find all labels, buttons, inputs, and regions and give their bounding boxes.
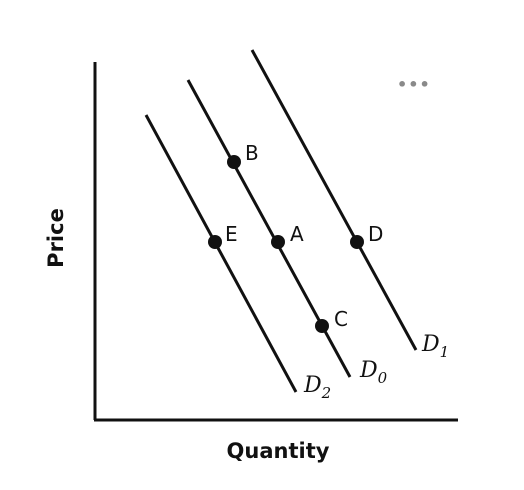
curve-subscript-d2: 2 [321,384,332,402]
curve-subscript-d1: 1 [440,343,450,361]
demand-curve-d1 [250,49,418,351]
demand-curve-d0 [186,79,352,378]
point-c-marker [315,319,329,333]
point-b-label: B [245,141,259,165]
point-e-label: E [225,222,238,246]
curve-label-d1: D1 [421,332,449,361]
curve-label-d2: D2 [303,373,331,402]
point-c-label: C [334,307,348,331]
x-axis-title: Quantity [227,439,330,463]
point-e-marker [208,235,222,249]
curve-letter-d0: D [359,358,378,383]
curve-letter-d2: D [303,373,322,398]
point-a-label: A [290,222,304,246]
point-d-marker [350,235,364,249]
more-menu-icon[interactable]: ••• [397,75,431,94]
point-b-marker [227,155,241,169]
curve-label-d0: D0 [359,358,388,387]
point-a-marker [271,235,285,249]
demand-curve-d2 [144,114,298,393]
y-axis-title: Price [44,208,68,268]
curve-subscript-d0: 0 [378,369,388,387]
point-d-label: D [368,222,383,246]
curve-letter-d1: D [421,332,440,357]
